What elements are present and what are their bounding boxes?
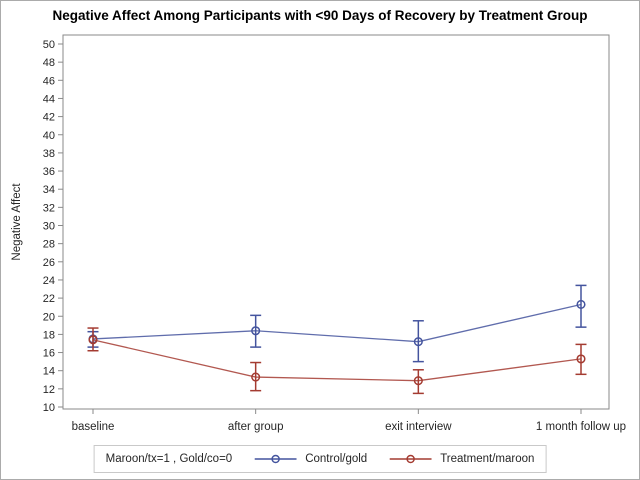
chart-title: Negative Affect Among Participants with … xyxy=(52,8,588,23)
legend-sample-marker xyxy=(270,454,280,464)
y-axis-tick-label: 20 xyxy=(43,311,55,323)
legend-entry-control-gold: Control/gold xyxy=(254,453,367,465)
y-axis-tick-label: 38 xyxy=(43,148,55,160)
y-axis-tick-label: 34 xyxy=(43,184,55,196)
legend-sample-marker xyxy=(405,454,415,464)
x-axis-tick-label: 1 month follow up xyxy=(536,421,626,433)
y-axis-tick-label: 22 xyxy=(43,293,55,305)
legend-entries: Control/gold Treatment/maroon xyxy=(254,453,534,465)
series-line-control-gold xyxy=(92,303,582,343)
data-point-marker-control-gold xyxy=(576,299,586,310)
y-axis-tick-label: 12 xyxy=(43,384,55,396)
legend-title: Maroon/tx=1 , Gold/co=0 xyxy=(105,453,233,465)
plot-frame xyxy=(62,34,610,410)
data-point-marker-treatment-maroon xyxy=(88,335,98,345)
x-axis-tick-label: exit interview xyxy=(385,421,452,433)
y-axis-tick-label: 28 xyxy=(43,239,55,251)
legend-line-sample-treatment-maroon xyxy=(389,454,432,464)
y-axis-tick-label: 16 xyxy=(43,348,55,360)
y-axis-tick-label: 18 xyxy=(43,329,55,341)
y-axis-tick-label: 24 xyxy=(43,275,55,287)
line-plot-canvas: 10 12 14 16 18 20 22 24 26 28 30 32 34 36 38 40 42 44 46 48… xyxy=(11,34,626,433)
data-point-marker-treatment-maroon xyxy=(576,354,586,364)
x-axis-tick-label: after group xyxy=(228,421,284,433)
series-line-treatment-maroon xyxy=(92,339,582,382)
legend-line-sample-control-gold xyxy=(254,454,297,464)
legend-entry-treatment-maroon: Treatment/maroon xyxy=(389,453,534,465)
data-point-marker-control-gold xyxy=(413,337,423,347)
y-axis-tick-label: 44 xyxy=(43,93,55,105)
y-axis-tick-label: 30 xyxy=(43,221,55,233)
y-axis-tick-label: 14 xyxy=(43,366,55,378)
data-point-marker-treatment-maroon xyxy=(413,376,423,386)
y-axis-label: Negative Affect xyxy=(11,183,23,261)
y-axis-tick-label: 50 xyxy=(43,39,55,51)
legend-entry-label: Control/gold xyxy=(305,453,368,465)
y-axis-tick-label: 10 xyxy=(43,402,55,414)
data-point-marker-treatment-maroon xyxy=(251,372,261,382)
y-axis-tick-label: 26 xyxy=(43,257,55,269)
y-axis-tick-label: 46 xyxy=(43,75,55,87)
y-axis-tick-label: 42 xyxy=(43,112,55,124)
y-axis-tick-label: 36 xyxy=(43,166,55,178)
y-axis-tick-label: 32 xyxy=(43,202,55,214)
y-axis-tick-label: 48 xyxy=(43,57,55,69)
data-point-marker-control-gold xyxy=(251,326,261,336)
x-axis-tick-label: baseline xyxy=(72,421,115,433)
legend-box: Maroon/tx=1 , Gold/co=0 Control/gold Trea… xyxy=(93,445,547,473)
legend-entry-label: Treatment/maroon xyxy=(440,453,535,465)
y-axis-tick-label: 40 xyxy=(43,130,55,142)
